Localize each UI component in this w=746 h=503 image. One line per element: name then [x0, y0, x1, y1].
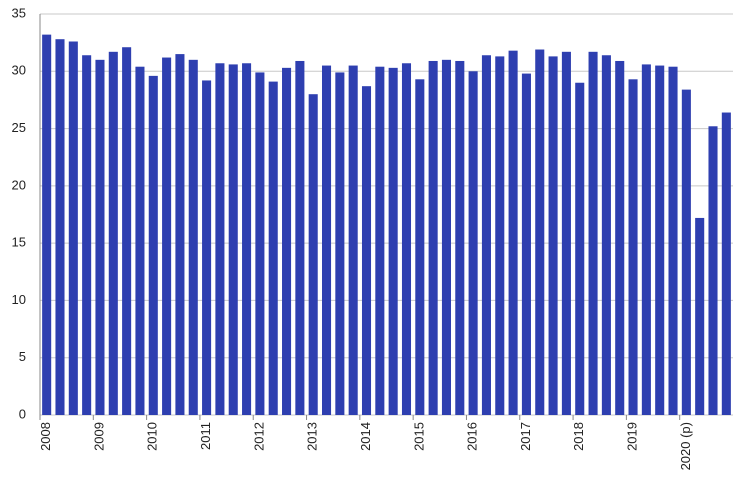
bar [308, 94, 318, 415]
bar [361, 86, 372, 416]
x-tick-label: 2019 [624, 422, 639, 451]
bar [162, 57, 172, 416]
bar [321, 65, 332, 416]
x-tick-label: 2016 [465, 422, 480, 451]
x-tick-label: 2017 [518, 422, 533, 451]
bar [188, 59, 198, 415]
bar [615, 60, 625, 416]
bar [295, 60, 305, 416]
bar [535, 49, 545, 415]
bar [348, 65, 358, 416]
bar [721, 112, 731, 415]
y-tick-label: 25 [12, 120, 26, 135]
bar [82, 55, 92, 415]
y-tick-label: 10 [12, 292, 26, 307]
bar [428, 60, 438, 416]
x-tick-label: 2010 [145, 422, 160, 451]
bar [561, 51, 571, 416]
bar [375, 66, 385, 416]
x-tick-label: 2012 [251, 422, 266, 451]
bar [508, 50, 518, 416]
bar [641, 64, 651, 415]
x-tick-label: 2008 [38, 422, 53, 451]
bar [175, 54, 185, 415]
bar [148, 75, 158, 416]
bar [242, 63, 252, 415]
bar [228, 64, 238, 415]
x-tick-label: 2014 [358, 422, 373, 451]
bar [255, 72, 265, 415]
bar [548, 56, 558, 416]
bar [575, 82, 585, 415]
y-tick-label: 20 [12, 177, 26, 192]
bar [42, 34, 52, 415]
bar [202, 80, 212, 416]
y-tick-label: 15 [12, 235, 26, 250]
bar [628, 79, 638, 415]
bar [95, 59, 105, 415]
x-tick-label: 2018 [571, 422, 586, 451]
bar [335, 72, 345, 415]
bar [708, 126, 718, 415]
y-tick-label: 5 [19, 349, 26, 364]
y-tick-label: 30 [12, 63, 26, 78]
bar [401, 63, 412, 415]
bar [468, 71, 478, 416]
bar [588, 51, 598, 416]
y-tick-label: 0 [19, 406, 26, 421]
bar [388, 67, 398, 415]
bar [215, 63, 225, 415]
bar [681, 89, 691, 416]
bar [481, 55, 491, 415]
bar [135, 66, 145, 416]
bar [55, 39, 65, 415]
bar [655, 65, 665, 416]
bar [268, 81, 278, 416]
bar [695, 217, 705, 415]
bar [668, 66, 678, 416]
x-tick-label: 2013 [305, 422, 320, 451]
bar [455, 60, 465, 416]
bar [495, 56, 505, 416]
x-tick-label: 2009 [91, 422, 106, 451]
x-tick-label: 2011 [198, 422, 213, 450]
y-tick-label: 35 [12, 5, 26, 20]
bar [108, 51, 118, 416]
x-tick-label: 2020 (p) [678, 422, 693, 470]
bar [122, 47, 132, 416]
bar [282, 67, 292, 415]
bar [601, 55, 611, 415]
x-tick-label: 2015 [411, 422, 426, 451]
bar [68, 41, 78, 416]
bar [441, 59, 452, 415]
bar [415, 79, 425, 415]
bar [521, 73, 531, 415]
